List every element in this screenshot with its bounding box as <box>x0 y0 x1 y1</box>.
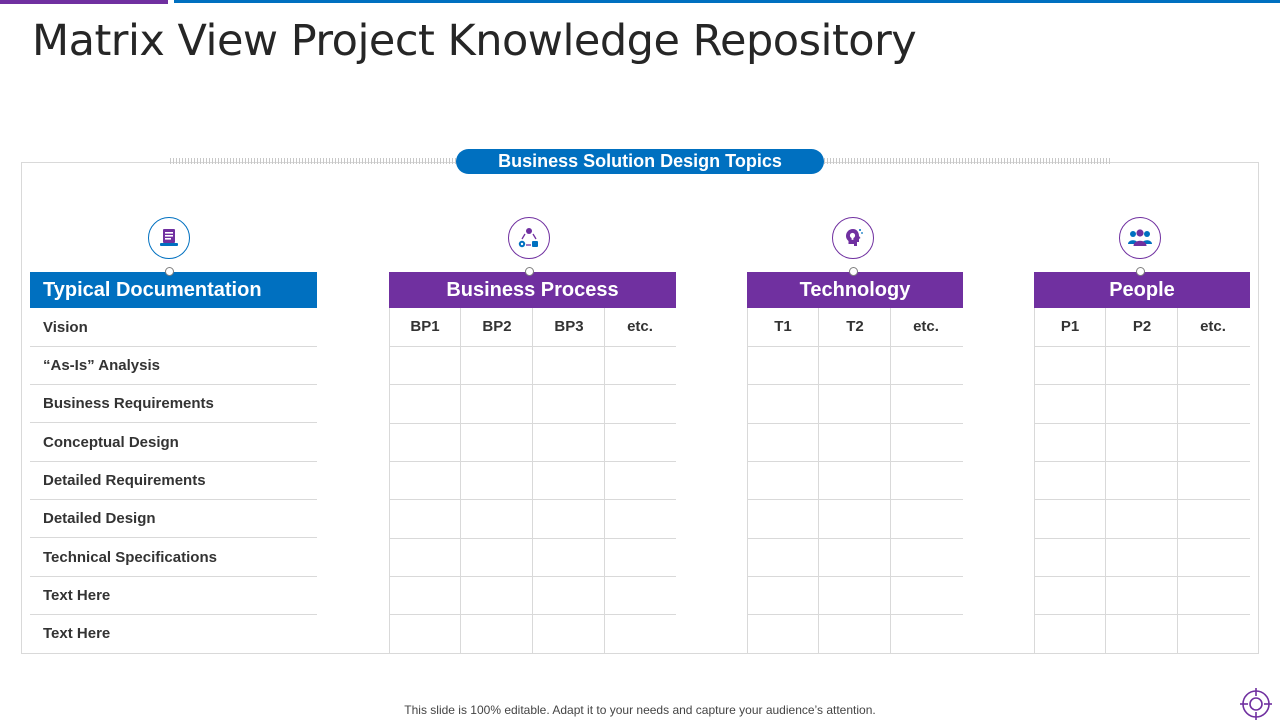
technology-grid: T1 T2 etc. <box>747 308 963 653</box>
connector-dot <box>165 267 174 276</box>
grid-line <box>389 538 676 539</box>
column-header-p1: P1 <box>1060 318 1080 335</box>
doc-row-business-requirements: Business Requirements <box>30 385 317 423</box>
grid-line <box>818 308 819 653</box>
people-grid: P1 P2 etc. <box>1034 308 1250 653</box>
column-header-etc: etc. <box>627 318 653 335</box>
dotted-line-left <box>170 158 456 164</box>
column-header-bp2: BP2 <box>482 318 512 335</box>
doc-row-as-is-analysis: “As-Is” Analysis <box>30 347 317 385</box>
grid-line <box>747 308 748 653</box>
column-header-bp1: BP1 <box>410 318 440 335</box>
grid-line <box>747 614 963 615</box>
column-header-bp3: BP3 <box>554 318 584 335</box>
doc-row-text-here-2: Text Here <box>43 625 111 642</box>
people-group-icon <box>1119 217 1161 259</box>
top-accent-bar-blue <box>174 0 1280 3</box>
doc-row-vision: Vision <box>30 309 317 347</box>
doc-row-detailed-requirements: Detailed Requirements <box>30 462 317 500</box>
header-typical-documentation: Typical Documentation <box>30 272 317 308</box>
column-header-t2: T2 <box>846 318 864 335</box>
dotted-line-right <box>824 158 1110 164</box>
grid-line <box>747 423 963 424</box>
grid-line <box>747 576 963 577</box>
doc-row-conceptual-design: Conceptual Design <box>30 424 317 462</box>
business-process-grid: BP1 BP2 BP3 etc. <box>389 308 676 653</box>
grid-line <box>1034 576 1250 577</box>
grid-line <box>1034 538 1250 539</box>
grid-line <box>389 576 676 577</box>
grid-line <box>890 308 891 653</box>
grid-line <box>747 538 963 539</box>
grid-line <box>747 384 963 385</box>
grid-line <box>389 346 676 347</box>
doc-row-technical-specifications: Technical Specifications <box>30 539 317 577</box>
topic-banner: Business Solution Design Topics <box>456 149 824 174</box>
column-header-p2: P2 <box>1132 318 1152 335</box>
lightbulb-head-icon <box>832 217 874 259</box>
grid-line <box>1034 461 1250 462</box>
header-business-process: Business Process <box>389 272 676 308</box>
process-cycle-icon <box>508 217 550 259</box>
connector-dot <box>849 267 858 276</box>
grid-line <box>1034 423 1250 424</box>
header-people: People <box>1034 272 1250 308</box>
grid-line <box>389 499 676 500</box>
column-header-etc: etc. <box>1200 318 1226 335</box>
connector-dot <box>525 267 534 276</box>
grid-line <box>1034 346 1250 347</box>
doc-row-text-here-1: Text Here <box>30 577 317 615</box>
grid-line <box>1034 308 1035 653</box>
top-accent-bar-purple <box>0 0 168 4</box>
grid-line <box>747 499 963 500</box>
connector-dot <box>1136 267 1145 276</box>
grid-line <box>389 384 676 385</box>
grid-line <box>532 308 533 653</box>
grid-line <box>604 308 605 653</box>
footer-note: This slide is 100% editable. Adapt it to… <box>404 703 876 717</box>
grid-line <box>389 614 676 615</box>
grid-line <box>747 461 963 462</box>
grid-line <box>1177 308 1178 653</box>
grid-line <box>460 308 461 653</box>
grid-line <box>389 423 676 424</box>
grid-line <box>389 461 676 462</box>
grid-line <box>1034 614 1250 615</box>
column-header-t1: T1 <box>774 318 792 335</box>
crosshair-target-icon <box>1239 687 1273 726</box>
doc-row-detailed-design: Detailed Design <box>30 500 317 538</box>
grid-line <box>389 308 390 653</box>
header-technology: Technology <box>747 272 963 308</box>
grid-line <box>1034 384 1250 385</box>
grid-line <box>1105 308 1106 653</box>
page-title: Matrix View Project Knowledge Repository <box>32 16 917 66</box>
column-header-etc: etc. <box>913 318 939 335</box>
laptop-document-icon <box>148 217 190 259</box>
grid-line <box>747 346 963 347</box>
grid-line <box>1034 499 1250 500</box>
